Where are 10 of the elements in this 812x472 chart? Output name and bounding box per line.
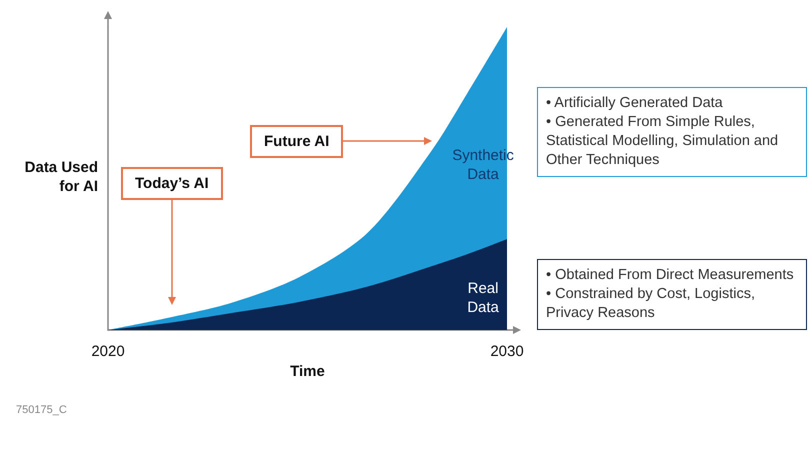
annotation: Today’s AI [121,167,223,200]
x-tick-label: 2020 [91,343,125,360]
text: 750175_C [16,404,67,416]
x-tick-label: 2030 [490,343,524,360]
annotation: Future AI [250,124,344,158]
x-axis-title: Time [290,362,325,380]
y-axis-title: Data Used for AI [24,158,98,196]
series-label: Real Data [466,279,500,318]
text: • Artificially Generated Data • Generated From Simple Rules, Statistical Modelling, Simulation and Other Techniques [537,87,807,177]
text: • Obtained From Direct Measurements • Constrained by Cost, Logistics, Privacy Reasons [537,259,807,330]
